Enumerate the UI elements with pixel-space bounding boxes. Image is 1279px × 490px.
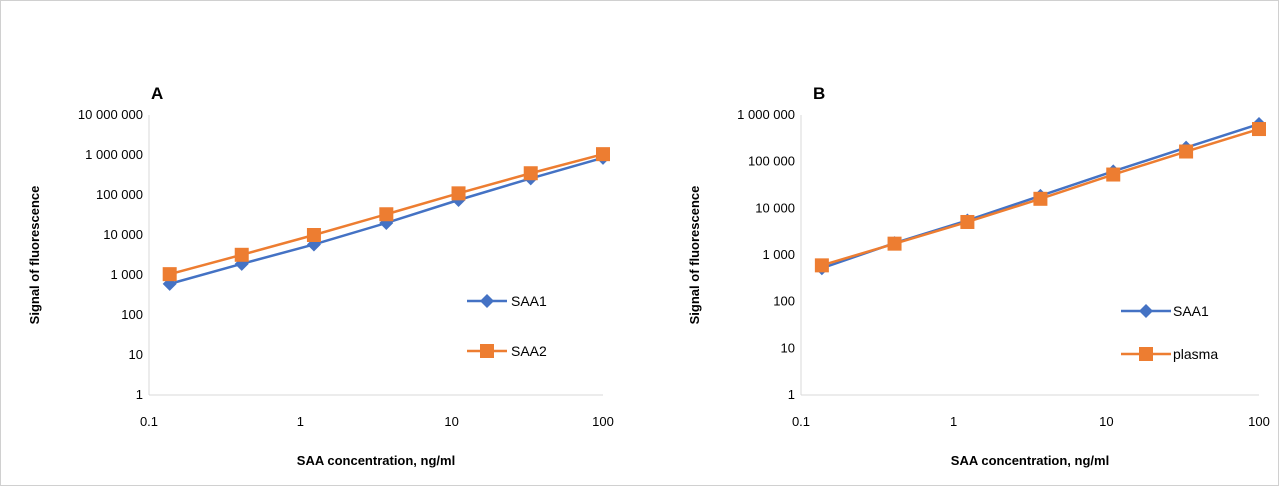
data-point: [596, 147, 610, 162]
y-tick-label: 1 000: [762, 247, 795, 262]
y-tick-label: 100 000: [96, 187, 143, 202]
data-point: [306, 228, 321, 242]
data-point: [1252, 122, 1266, 137]
data-point: [523, 166, 538, 181]
data-point: [234, 247, 249, 262]
legend-entry: SAA1: [467, 293, 547, 309]
y-axis-title: Signal of fluorescence: [27, 186, 42, 325]
x-tick-label: 10: [444, 414, 458, 429]
legend-label: SAA1: [1173, 303, 1209, 319]
panel-label: B: [813, 84, 825, 103]
legend-label: SAA2: [511, 343, 547, 359]
x-axis-title: SAA concentration, ng/ml: [951, 453, 1109, 468]
series-saa2: [162, 147, 610, 282]
data-point: [1033, 191, 1048, 206]
legend-label: plasma: [1173, 346, 1218, 362]
y-tick-label: 1 000: [110, 267, 143, 282]
y-tick-label: 1 000 000: [737, 107, 795, 122]
x-tick-label: 100: [592, 414, 614, 429]
y-tick-label: 10 000 000: [78, 107, 143, 122]
data-point: [379, 207, 394, 222]
y-tick-label: 10 000: [103, 227, 143, 242]
chart-panel-a: 1 10 100 1 000 10 000 100 000 1 000 000 10 000 …: [27, 84, 614, 468]
legend-marker: [480, 294, 494, 308]
data-point: [1179, 144, 1194, 159]
x-tick-label: 1: [950, 414, 957, 429]
data-point: [814, 258, 829, 273]
x-tick-label: 100: [1248, 414, 1270, 429]
y-tick-label: 100: [121, 307, 143, 322]
legend-marker: [1139, 304, 1153, 318]
y-tick-label: 10: [129, 347, 143, 362]
y-tick-label: 10: [781, 340, 795, 355]
legend-entry: SAA1: [1121, 303, 1209, 319]
data-point: [887, 236, 902, 251]
y-tick-label: 10 000: [755, 200, 795, 215]
x-tick-label: 0.1: [140, 414, 158, 429]
y-tick-label: 1: [788, 387, 795, 402]
panel-label: A: [151, 84, 163, 103]
legend-entry: SAA2: [467, 343, 547, 359]
y-tick-label: 1 000 000: [85, 147, 143, 162]
legend-marker: [480, 344, 494, 358]
y-axis-title: Signal of fluorescence: [687, 186, 702, 325]
legend-label: SAA1: [511, 293, 547, 309]
data-point: [162, 267, 177, 282]
x-tick-label: 0.1: [792, 414, 810, 429]
y-tick-label: 100 000: [748, 154, 795, 169]
y-tick-label: 100: [773, 294, 795, 309]
data-point: [451, 186, 466, 201]
x-tick-label: 10: [1099, 414, 1113, 429]
legend-marker: [1139, 347, 1153, 361]
chart-panel-b: 1 10 100 1 000 10 000 100 000 1 000 000 0.1 1 10 1…: [687, 84, 1270, 468]
legend-entry: plasma: [1121, 346, 1218, 362]
x-tick-label: 1: [297, 414, 304, 429]
data-point: [1106, 167, 1121, 182]
data-point: [960, 214, 975, 229]
x-axis-title: SAA concentration, ng/ml: [297, 453, 455, 468]
y-tick-label: 1: [136, 387, 143, 402]
series-plasma: [814, 122, 1266, 273]
